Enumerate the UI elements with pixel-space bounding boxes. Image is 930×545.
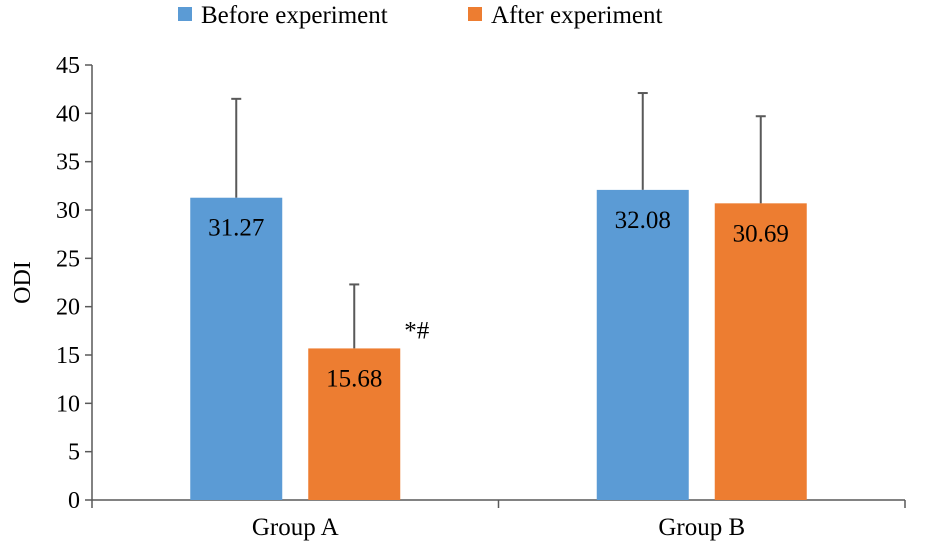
axes: 0 5 10 15 20 25 30 35 40 45: [56, 53, 906, 514]
x-category-label: Group A: [252, 514, 339, 541]
y-tick-label: 10: [56, 391, 80, 417]
legend-label: Before experiment: [201, 2, 388, 29]
legend-label: After experiment: [491, 2, 663, 29]
data-label: 30.69: [733, 220, 789, 247]
y-axis-label: ODI: [10, 261, 36, 304]
y-tick-label: 15: [56, 343, 80, 369]
y-tick-label: 5: [68, 440, 80, 466]
y-tick-label: 35: [56, 150, 80, 176]
labels: 31.27 15.68 Group A 32.08 30.69 Group B *#: [208, 207, 789, 541]
y-tick-label: 20: [56, 295, 80, 321]
y-tick-label: 45: [56, 53, 80, 79]
data-label: 31.27: [208, 215, 264, 242]
bars: [190, 92, 807, 501]
y-tick-label: 0: [68, 488, 80, 514]
significance-marker: *#: [404, 317, 430, 344]
bar: [190, 197, 283, 500]
data-label: 15.68: [326, 365, 382, 392]
y-tick-label: 40: [56, 101, 80, 127]
x-category-label: Group B: [658, 514, 745, 541]
y-tick-label: 30: [56, 198, 80, 224]
legend: Before experiment After experiment: [178, 2, 663, 29]
bar: [596, 189, 689, 501]
legend-swatch: [468, 7, 482, 21]
y-tick-label: 25: [56, 246, 80, 272]
legend-swatch: [178, 7, 192, 21]
bar: [308, 348, 401, 500]
bar: [714, 203, 807, 500]
data-label: 32.08: [615, 207, 671, 234]
